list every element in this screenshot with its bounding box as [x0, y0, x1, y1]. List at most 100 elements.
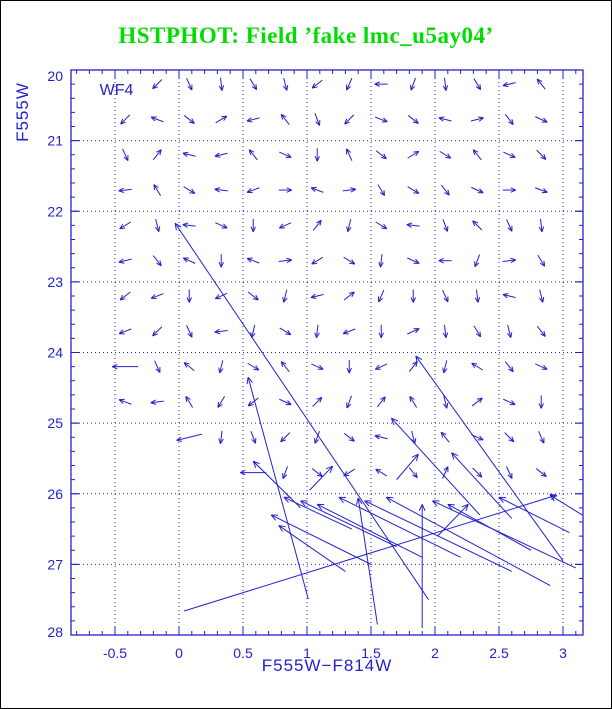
small-arrow-shaft [153, 184, 162, 196]
arrowhead-barb [415, 258, 420, 264]
arrowhead-barb [325, 465, 333, 470]
arrowhead-barb [286, 187, 292, 191]
x-tick-label: 2.5 [489, 645, 509, 661]
arrowhead-barb [280, 113, 287, 118]
arrowhead-barb [474, 297, 479, 303]
arrowhead-barb [240, 472, 246, 476]
arrowhead-barb [351, 259, 356, 265]
small-arrow-shaft [443, 77, 447, 91]
arrowhead-barb [543, 117, 548, 123]
arrowhead-barb [316, 156, 320, 162]
arrowhead-barb [247, 400, 252, 407]
arrowhead-barb [391, 417, 399, 422]
arrowhead-barb [410, 85, 416, 91]
arrowhead-barb [415, 188, 420, 194]
small-arrow-shaft [182, 152, 196, 157]
arrowhead-barb [223, 223, 228, 229]
y-tick-label: 25 [47, 415, 63, 431]
small-arrow-shaft [407, 328, 420, 335]
small-arrow-shaft [311, 79, 323, 89]
arrowhead-barb [413, 192, 419, 194]
arrowhead-barb [311, 262, 318, 265]
long-arrow-shaft [252, 460, 301, 509]
x-tick-label: -0.5 [103, 645, 127, 661]
arrowhead-barb [346, 403, 352, 409]
small-arrow-shaft [152, 79, 163, 90]
arrowhead-barb [248, 149, 252, 156]
long-arrow-shaft [317, 503, 423, 558]
arrowhead-barb [252, 461, 257, 468]
arrowhead-barb [346, 367, 350, 374]
small-arrow-shaft [471, 362, 484, 371]
arrowhead-barb [539, 439, 545, 444]
arrowhead-barb [287, 152, 292, 158]
arrowhead-barb [508, 121, 514, 125]
small-arrow-shaft [312, 219, 322, 231]
small-arrow-shaft [246, 257, 260, 264]
small-arrow-shaft [186, 77, 193, 91]
arrowhead-barb [342, 329, 348, 334]
arrowhead-barb [153, 184, 159, 189]
arrowhead-barb [451, 452, 455, 460]
arrowhead-barb [438, 257, 444, 262]
arrowhead-barb [412, 474, 418, 479]
small-arrow-shaft [443, 324, 447, 338]
arrowhead-barb [447, 503, 455, 506]
arrowhead-barb [479, 471, 483, 478]
long-arrow-shaft [183, 494, 557, 612]
chip-annotation: WF4 [100, 82, 134, 99]
arrowhead-barb [543, 260, 546, 267]
y-tick-label: 24 [47, 345, 63, 361]
small-arrow-shaft [186, 325, 193, 338]
small-arrow-shaft [219, 430, 223, 444]
arrowhead-barb [287, 329, 292, 335]
arrowhead-barb [214, 331, 221, 335]
arrowhead-barb [251, 439, 256, 444]
arrowhead-barb [443, 403, 448, 409]
arrowhead-barb [176, 436, 182, 441]
x-tick-label: 0 [175, 645, 183, 661]
small-arrow-shaft [440, 184, 450, 196]
arrowhead-barb [442, 332, 447, 339]
small-arrow-shaft [473, 325, 482, 338]
arrowhead-barb [240, 469, 246, 474]
small-arrow-shaft [214, 188, 228, 192]
small-arrow-shaft [535, 363, 548, 370]
small-arrow-shaft [118, 328, 132, 335]
arrowhead-barb [364, 500, 370, 507]
arrowhead-barb [510, 332, 513, 338]
small-arrow-shaft [182, 224, 196, 227]
arrowhead-barb [343, 474, 350, 477]
small-arrow-shaft [246, 117, 260, 122]
small-arrow-shaft [375, 363, 388, 370]
small-arrow-shaft [248, 149, 258, 161]
small-arrow-shaft [183, 115, 195, 124]
small-arrow-shaft [219, 77, 223, 91]
arrowhead-barb [374, 81, 380, 85]
arrowhead-barb [479, 331, 482, 337]
arrowhead-barb [319, 364, 324, 370]
arrowhead-barb [378, 297, 384, 303]
y-tick-label: 21 [47, 133, 63, 149]
arrowhead-barb [409, 395, 415, 400]
arrowhead-barb [383, 396, 386, 403]
small-arrow-shaft [377, 184, 386, 196]
small-arrow-shaft [475, 289, 479, 303]
arrowhead-barb [379, 192, 385, 197]
small-arrow-shaft [176, 433, 202, 441]
x-tick-label: 1 [303, 645, 311, 661]
arrowhead-barb [540, 403, 544, 409]
small-arrow-shaft [378, 289, 385, 303]
arrowhead-barb [543, 471, 547, 477]
arrowhead-barb [411, 453, 419, 458]
arrowhead-barb [120, 121, 126, 125]
arrowhead-barb [472, 220, 476, 227]
long-arrow-shaft [247, 377, 309, 600]
small-arrow-shaft [283, 77, 288, 91]
small-arrow-shaft [183, 362, 195, 372]
arrowhead-barb [311, 259, 316, 265]
long-arrow-shaft [437, 503, 469, 537]
arrowhead-barb [444, 192, 450, 196]
arrowhead-barb [159, 260, 162, 266]
